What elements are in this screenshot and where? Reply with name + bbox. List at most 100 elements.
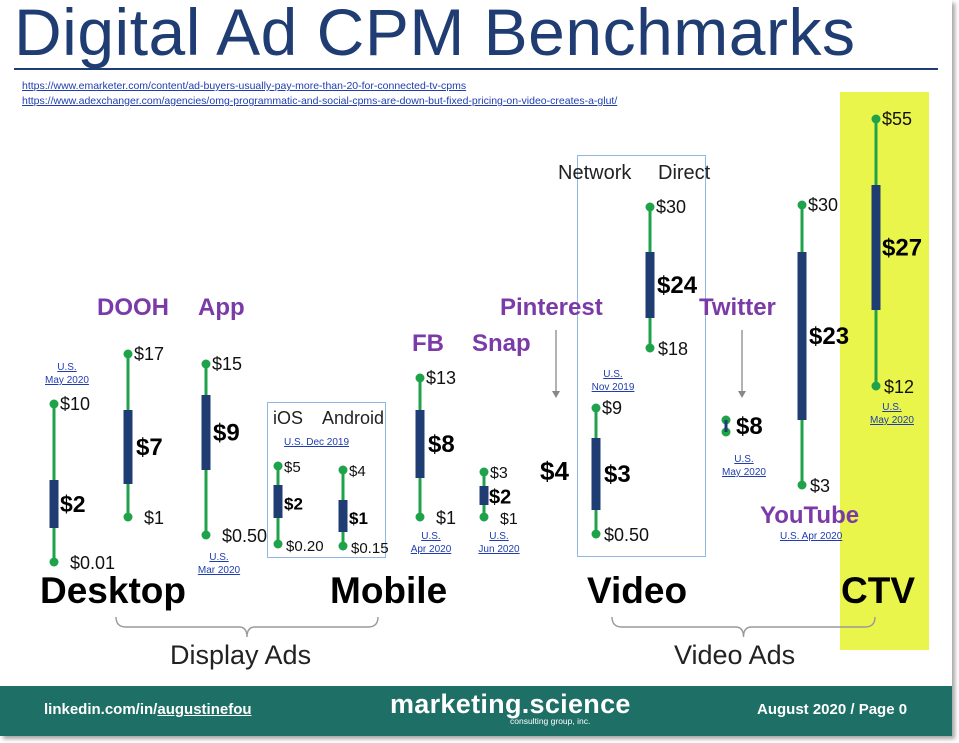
note-line: U.S. — [421, 531, 441, 542]
median-bar — [273, 485, 283, 518]
category-ctv: CTV — [841, 570, 915, 611]
video-network-direct-box — [577, 155, 706, 557]
median-label: $2 — [60, 491, 86, 517]
range-high-point — [273, 461, 283, 471]
median-label: $1 — [349, 509, 368, 528]
range-low-point — [338, 541, 348, 551]
category-video: Video — [587, 570, 688, 611]
range-high-point — [338, 465, 348, 475]
app-source-note: U.S. Mar 2020 — [194, 551, 244, 577]
note-line: U.S. — [734, 454, 754, 465]
note-line: Apr 2020 — [410, 544, 452, 555]
median-label: $7 — [136, 434, 163, 461]
median-bar — [591, 438, 601, 510]
label-youtube: YouTube — [760, 502, 860, 529]
median-label: $24 — [657, 272, 698, 299]
high-label: $10 — [60, 394, 90, 414]
label-twitter: Twitter — [699, 294, 776, 321]
pinterest-median-value: $4 — [540, 456, 569, 486]
median-bar — [123, 410, 133, 484]
low-label: $0.15 — [351, 540, 389, 557]
median-bar — [201, 395, 211, 470]
median-label: $2 — [284, 495, 303, 514]
note-line: Nov 2019 — [591, 382, 635, 393]
group-video-ads: Video Ads — [674, 640, 796, 670]
median-label: $3 — [604, 461, 631, 488]
median-label: $27 — [882, 235, 922, 262]
note-line: Jun 2020 — [478, 544, 520, 555]
source-link-adexchanger[interactable]: https://www.adexchanger.com/agencies/omg… — [22, 95, 618, 107]
median-bar — [871, 185, 881, 310]
high-label: $30 — [808, 195, 838, 215]
footer-bar — [0, 686, 952, 736]
cpm-range-chart: $10 $0.01 $2 $17 $1 $7 $15 $0.50 $9 $5 $0.20 $2 $4 $0… — [49, 109, 922, 638]
range-low-point — [479, 512, 489, 522]
note-line: Mar 2020 — [197, 565, 241, 576]
range-high-point — [49, 399, 59, 409]
range-high-point — [591, 403, 601, 413]
low-label: $1 — [500, 511, 518, 528]
note-line: U.S. — [489, 531, 509, 542]
high-label: $17 — [134, 344, 164, 364]
range-high-point — [415, 373, 425, 383]
range-high-point — [123, 349, 133, 359]
footer-brand-logo: marketing.science — [390, 689, 631, 719]
low-label: $1 — [144, 508, 164, 528]
ctv-highlight-band — [840, 92, 929, 650]
footer-linkedin[interactable]: linkedin.com/in/augustinefou — [44, 701, 252, 718]
high-label: $4 — [349, 463, 366, 480]
group-display-ads: Display Ads — [170, 640, 312, 670]
title-underline — [14, 68, 938, 70]
note-line: May 2020 — [45, 375, 89, 386]
high-label: $55 — [882, 109, 912, 129]
note-line: U.S. — [603, 369, 623, 380]
median-label: $8 — [736, 413, 763, 440]
range-low-point — [49, 557, 59, 567]
low-label: $1 — [436, 508, 456, 528]
range-low-point — [123, 512, 133, 522]
footer-date-page: August 2020 / Page 0 — [757, 701, 908, 718]
source-link-emarketer[interactable]: https://www.emarketer.com/content/ad-buy… — [22, 80, 467, 92]
high-label: $13 — [426, 368, 456, 388]
low-label: $12 — [884, 377, 914, 397]
footer-linkedin-handle: augustinefou — [157, 701, 252, 718]
high-label: $30 — [656, 197, 686, 217]
median-bar — [338, 500, 348, 532]
label-pinterest: Pinterest — [500, 294, 603, 321]
range-low-point — [645, 343, 655, 353]
low-label: $3 — [810, 476, 830, 496]
display-ads-brace — [115, 616, 379, 638]
high-label: $9 — [602, 398, 622, 418]
low-label: $0.01 — [70, 553, 115, 573]
median-label: $9 — [213, 420, 240, 447]
range-low-point — [201, 530, 211, 540]
note-line: May 2020 — [722, 467, 766, 478]
note-line: U.S. — [57, 362, 77, 373]
label-ios: iOS — [273, 408, 304, 428]
range-high-point — [201, 359, 211, 369]
label-direct: Direct — [658, 162, 711, 184]
range-high-point — [797, 200, 807, 210]
category-mobile: Mobile — [330, 570, 448, 611]
range-low-point — [415, 512, 425, 522]
footer-brand-subtitle: consulting group, inc. — [510, 716, 591, 726]
low-label: $18 — [658, 339, 688, 359]
range-low-point — [797, 480, 807, 490]
page-title: Digital Ad CPM Benchmarks — [14, 0, 856, 69]
median-label: $23 — [809, 323, 849, 350]
median-label: $2 — [489, 487, 511, 509]
range-high-point — [871, 114, 881, 124]
video-ads-brace — [611, 616, 876, 638]
label-snap: Snap — [472, 330, 531, 357]
median-label: $8 — [428, 431, 455, 458]
median-bar — [797, 252, 807, 420]
range-low-point — [871, 381, 881, 391]
median-bar — [415, 410, 425, 478]
high-label: $15 — [212, 354, 242, 374]
low-label: $0.20 — [286, 538, 324, 555]
pinterest-arrow-head — [552, 391, 560, 398]
range-high-point — [479, 467, 489, 477]
category-desktop: Desktop — [40, 570, 186, 611]
twitter-source-note: U.S. May 2020 — [718, 453, 770, 479]
